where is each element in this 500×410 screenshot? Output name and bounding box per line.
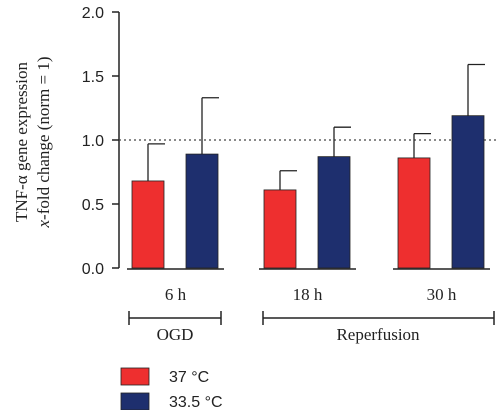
category-label: 30 h: [427, 285, 457, 304]
legend-label-37c: 37 °C: [169, 369, 209, 386]
bar-2-1: [451, 115, 485, 269]
bar-0-0: [131, 180, 165, 269]
legend-swatch-33-5c: [120, 392, 150, 410]
y-ticks: 0.0 0.5 1.0 1.5 2.0: [82, 5, 119, 278]
bar-0-1: [185, 153, 219, 269]
y-tick-label: 0.5: [82, 197, 104, 214]
bar-1-1: [317, 156, 351, 269]
category-labels: 6 h 18 h 30 h: [165, 285, 457, 304]
y-axis-title-rest: -fold change (norm = 1): [34, 56, 53, 219]
bar-1-0: [263, 189, 297, 269]
category-label: 6 h: [165, 285, 187, 304]
bars: [131, 115, 485, 269]
legend-swatch-37c: [120, 367, 150, 386]
phase-label-reperfusion: Reperfusion: [336, 325, 420, 344]
bar-2-0: [397, 157, 431, 269]
y-axis-title-italic-x: x: [34, 220, 53, 229]
category-label: 18 h: [293, 285, 323, 304]
y-axis-title-line1: TNF-α gene expression: [12, 62, 31, 222]
phase-label-ogd: OGD: [157, 325, 194, 344]
legend: 37 °C 33.5 °C: [120, 367, 223, 410]
phase-bracket-ogd: OGD: [128, 311, 222, 344]
phase-bracket-reperfusion: Reperfusion: [262, 311, 495, 344]
y-tick-label: 1.0: [82, 133, 104, 150]
y-tick-label: 0.0: [82, 261, 104, 278]
y-tick-label: 2.0: [82, 5, 104, 22]
y-axis-title-line2: x-fold change (norm = 1): [34, 56, 53, 228]
y-tick-label: 1.5: [82, 69, 104, 86]
legend-label-33-5c: 33.5 °C: [169, 394, 223, 410]
error-bars: [147, 63, 485, 190]
